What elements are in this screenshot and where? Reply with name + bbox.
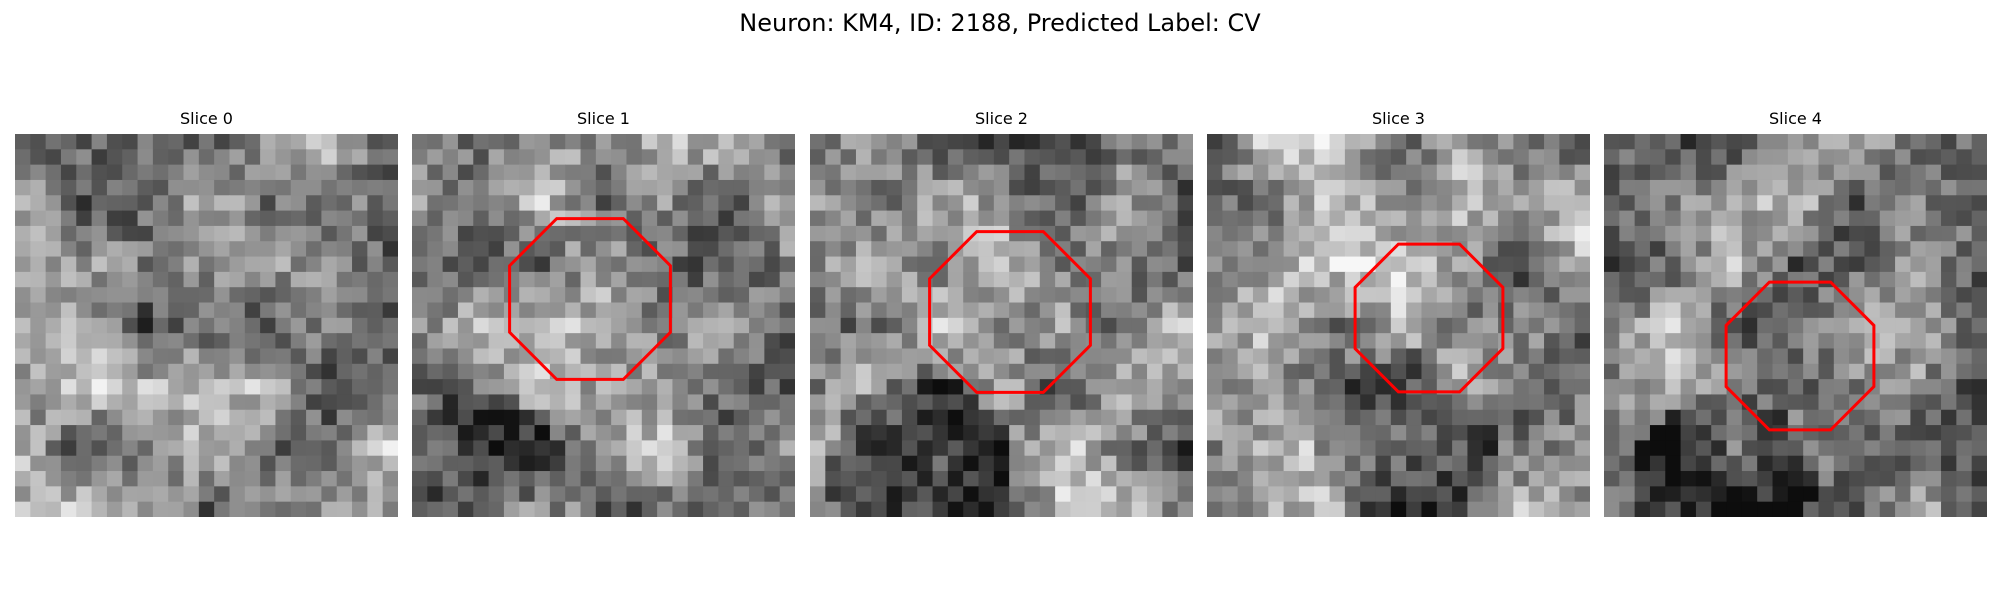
pixel-grid — [1604, 134, 1987, 517]
panel-slice-0: Slice 0 — [15, 108, 398, 517]
panel-slice-1: Slice 1 — [412, 108, 795, 517]
pixel-grid — [412, 134, 795, 517]
panel-title: Slice 4 — [1769, 109, 1822, 128]
roi-octagon-outline — [508, 217, 672, 381]
slice-image — [1207, 134, 1590, 517]
panel-title: Slice 3 — [1372, 109, 1425, 128]
pixel-grid — [810, 134, 1193, 517]
roi-octagon-outline — [1724, 280, 1876, 432]
roi-octagon-outline — [928, 230, 1092, 394]
slice-image — [15, 134, 398, 517]
panel-title: Slice 0 — [180, 109, 233, 128]
panel-title: Slice 2 — [975, 109, 1028, 128]
panel-slice-2: Slice 2 — [810, 108, 1193, 517]
slice-image — [1604, 134, 1987, 517]
roi-octagon-outline — [1353, 242, 1505, 394]
slice-image — [810, 134, 1193, 517]
panel-slice-4: Slice 4 — [1604, 108, 1987, 517]
pixel-grid — [1207, 134, 1590, 517]
panel-title: Slice 1 — [577, 109, 630, 128]
pixel-grid — [15, 134, 398, 517]
panel-slice-3: Slice 3 — [1207, 108, 1590, 517]
figure-title: Neuron: KM4, ID: 2188, Predicted Label: … — [739, 9, 1261, 37]
slice-image — [412, 134, 795, 517]
